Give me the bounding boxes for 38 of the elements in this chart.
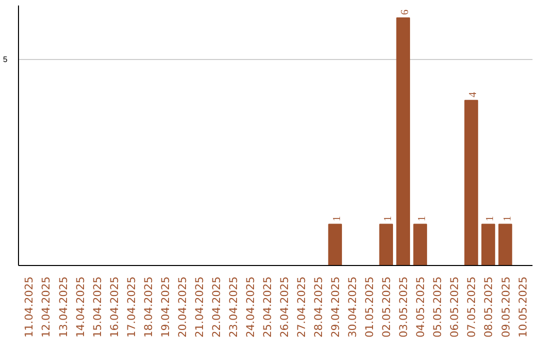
x-tick-label: 23.04.2025 <box>226 276 240 338</box>
data-label: 1 <box>332 216 344 222</box>
x-tick-label: 28.04.2025 <box>312 276 326 338</box>
x-tick-label: 15.04.2025 <box>90 276 104 338</box>
x-tick-label: 13.04.2025 <box>56 276 70 338</box>
x-tick-label: 21.04.2025 <box>192 276 206 338</box>
data-label: 1 <box>502 216 514 222</box>
x-tick-label: 16.04.2025 <box>108 276 121 338</box>
x-tick-label: 18.04.2025 <box>142 276 155 338</box>
x-tick-label: 11.04.2025 <box>22 276 36 338</box>
x-tick-label: 27.04.2025 <box>295 276 308 338</box>
x-tick-label: 04.05.2025 <box>414 276 428 338</box>
x-tick-label: 19.04.2025 <box>158 276 172 338</box>
x-tick-label: 22.04.2025 <box>210 276 223 338</box>
x-tick-label: 30.04.2025 <box>346 276 360 338</box>
x-tick-label: 26.04.2025 <box>278 276 292 338</box>
x-tick-label: 25.04.2025 <box>260 276 274 338</box>
x-tick-label: 12.04.2025 <box>40 276 53 338</box>
data-label: 1 <box>417 216 428 222</box>
x-tick-label: 09.05.2025 <box>499 276 512 338</box>
data-label: 1 <box>485 216 496 222</box>
x-tick-label: 14.04.2025 <box>74 276 87 338</box>
x-tick-label: 01.05.2025 <box>363 276 376 338</box>
y-tick-label: 5 <box>3 55 8 64</box>
x-tick-label: 02.05.2025 <box>380 276 394 338</box>
x-tick-label: 03.05.2025 <box>397 276 410 338</box>
x-tick-label: 05.05.2025 <box>431 276 444 338</box>
data-label: 4 <box>468 91 480 98</box>
x-tick-label: 06.05.2025 <box>448 276 462 338</box>
x-tick-label: 20.04.2025 <box>176 276 189 338</box>
x-tick-label: 10.05.2025 <box>516 276 530 338</box>
x-tick-label: 29.04.2025 <box>329 276 342 338</box>
x-tick-label: 24.04.2025 <box>244 276 257 338</box>
data-label: 6 <box>400 8 412 15</box>
x-tick-label: 08.05.2025 <box>482 276 496 338</box>
x-tick-label: 07.05.2025 <box>465 276 478 338</box>
data-label: 1 <box>383 216 394 222</box>
x-tick-label: 17.04.2025 <box>124 276 138 338</box>
